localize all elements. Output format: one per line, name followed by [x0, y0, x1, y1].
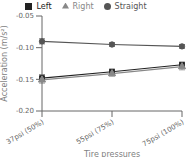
html-text:Left: Left — [36, 2, 52, 11]
svg-text:Acceleration (m/s²): Acceleration (m/s²) — [8, 25, 9, 101]
svg-text:75psi (100%): 75psi (100%) — [141, 118, 182, 148]
html-text:Right: Right — [72, 2, 94, 11]
svg-text:55psi (75%): 55psi (75%) — [75, 118, 116, 146]
svg-text:-0.20: -0.20 — [16, 107, 34, 115]
svg-text:-0.15: -0.15 — [16, 76, 34, 84]
html-text:Straight: Straight — [114, 2, 147, 11]
svg-text:-0.05: -0.05 — [16, 12, 34, 20]
svg-text:Tire pressures: Tire pressures — [83, 150, 140, 157]
svg-text:37psi (50%): 37psi (50%) — [8, 118, 46, 146]
svg-text:-0.10: -0.10 — [16, 44, 34, 52]
